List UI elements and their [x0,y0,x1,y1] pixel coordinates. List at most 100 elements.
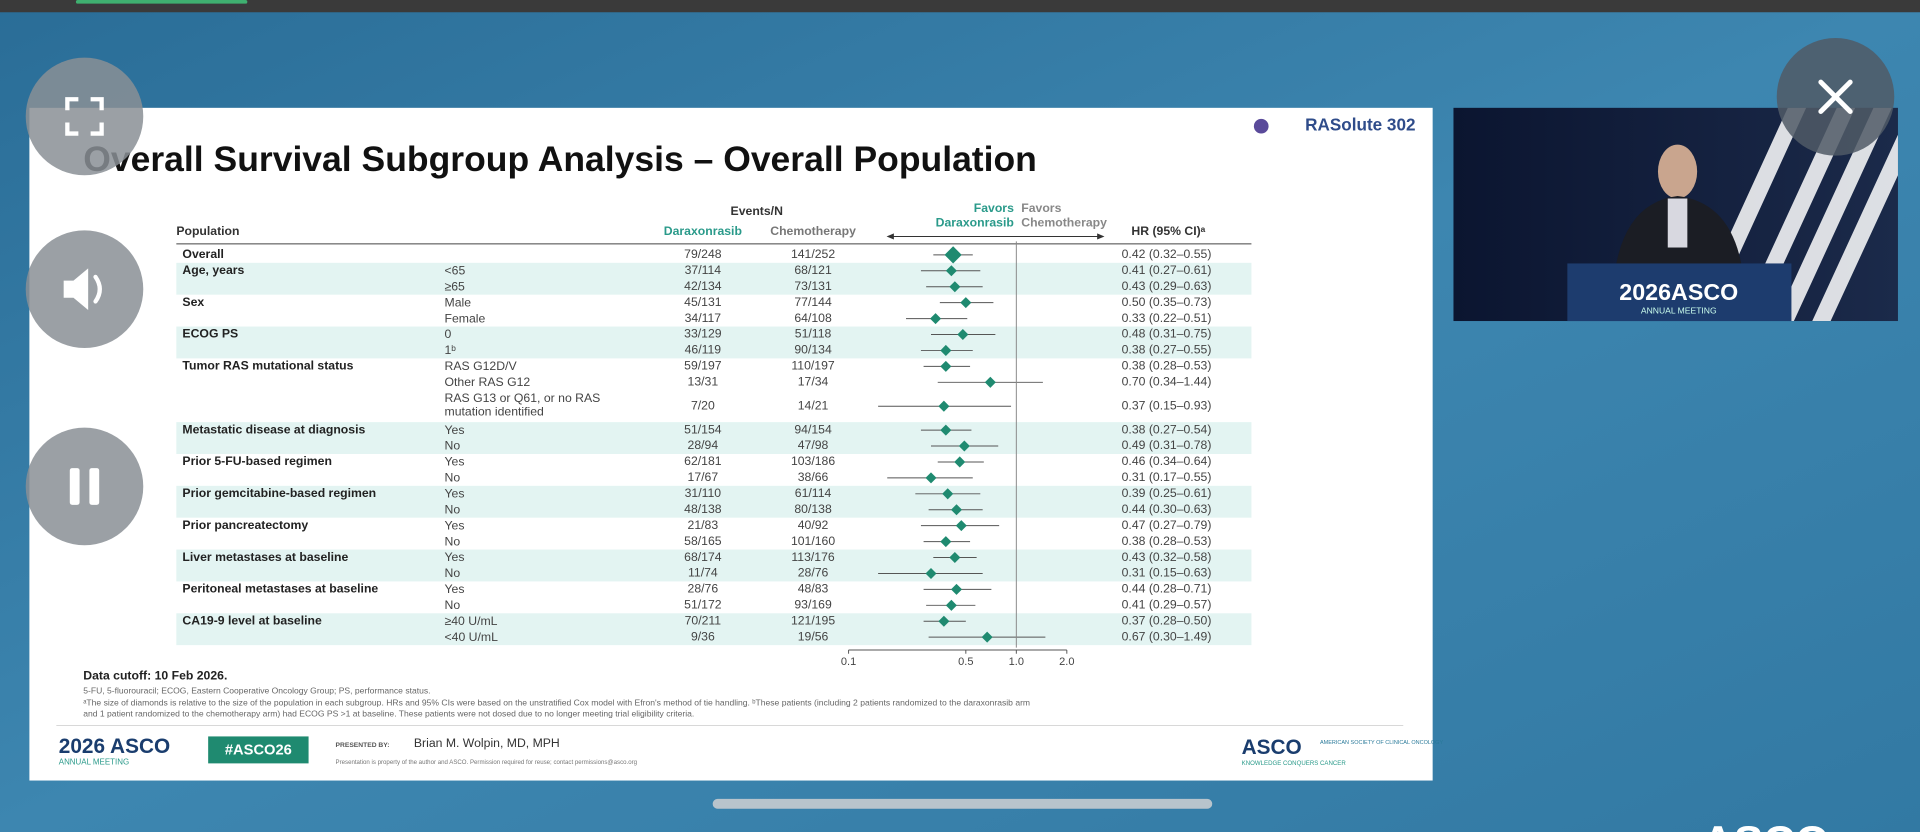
events-daraxonrasib: 79/248 [684,247,722,261]
hr-label: 0.46 (0.34–0.64) [1122,454,1212,468]
hr-label: 0.31 (0.17–0.55) [1122,470,1212,484]
subgroup-label: Yes [444,423,465,437]
events-chemotherapy: 80/138 [794,502,832,516]
events-chemotherapy: 94/154 [794,422,832,436]
pause-button[interactable] [25,427,144,546]
presenter: Brian M. Wolpin, MD, MPH [414,736,560,750]
events-daraxonrasib: 33/129 [684,327,722,341]
events-chemotherapy: 51/118 [795,327,832,341]
events-chemotherapy: 141/252 [791,247,835,261]
hr-label: 0.42 (0.32–0.55) [1122,247,1212,261]
speaker-icon [63,268,89,311]
hashtag: #ASCO26 [225,742,292,758]
footer-logo-sub: ANNUAL MEETING [59,757,129,766]
subgroup-cell: Yes [444,583,464,596]
x-tick-label: 0.5 [958,656,973,668]
events-daraxonrasib: 17/67 [688,470,719,484]
group-band [176,549,1252,582]
hr-label: 0.70 (0.34–1.44) [1122,375,1212,389]
events-daraxonrasib: 48/138 [684,502,722,516]
subgroup-label: No [444,598,461,613]
events-chemotherapy: 110/197 [791,359,834,373]
slide-title: Overall Survival Subgroup Analysis – Ove… [83,139,1037,179]
group-label: Prior 5-FU-based regimen [182,454,332,468]
speaker-head [1657,144,1698,199]
events-daraxonrasib: 28/76 [688,582,719,596]
hr-label: 0.41 (0.29–0.57) [1122,598,1212,612]
group-label: Overall [182,247,223,261]
close-icon [1818,79,1853,114]
society-logo: ASCO [1242,736,1302,759]
hashtag-box [208,736,309,764]
hr-diamond [957,329,969,341]
hr-diamond [944,246,962,264]
subgroup-label: No [444,566,461,581]
events-daraxonrasib: 59/197 [684,359,722,373]
events-daraxonrasib: 46/119 [685,343,722,357]
fullscreen-button[interactable] [25,57,144,176]
events-chemotherapy: 47/98 [798,438,829,452]
subgroup-cell: No [444,439,460,452]
events-chemotherapy: 93/169 [794,598,832,612]
events-daraxonrasib: 45/131 [684,295,722,309]
subgroup-cell: Other RAS G12 [444,375,531,390]
pause-bar [69,468,80,505]
hr-label: 0.38 (0.28–0.53) [1122,534,1212,548]
hr-diamond [984,376,996,388]
events-daraxonrasib: 68/174 [684,550,722,564]
subgroup-label: Yes [444,487,465,501]
close-button[interactable] [1776,37,1895,156]
events-chemotherapy: 101/160 [791,534,835,548]
group-band [176,422,1252,454]
subgroup-cell: Yes [444,519,464,532]
events-daraxonrasib: 7/20 [691,398,715,412]
society-name: AMERICAN SOCIETY OF CLINICAL ONCOLOGY [1320,740,1443,746]
hr-diamond [958,440,970,452]
button-bg[interactable] [25,427,144,546]
group-band [176,613,1252,646]
group-label: Liver metastases at baseline [182,550,348,564]
button-bg[interactable] [25,57,144,176]
subgroup-label: Other RAS G12 [444,375,531,390]
hr-diamond [940,536,952,548]
subgroup-label: <40 U/mL [444,630,498,644]
favors-right: Favors Chemotherapy [1021,202,1107,231]
group-label: Sex [182,295,204,309]
group-label: Tumor RAS mutational status [182,359,353,373]
hr-label: 0.44 (0.28–0.71) [1122,582,1212,596]
group-label: Prior pancreatectomy [182,518,308,532]
favors-left: Favors Daraxonrasib [936,202,1014,230]
video-logo-sub: ANNUAL MEETING [1641,305,1717,315]
favors-right-text: Favors Chemotherapy [1021,202,1107,231]
subgroup-cell: Yes [444,455,464,468]
events-chemotherapy: 14/21 [798,398,829,412]
events-daraxonrasib: 21/83 [688,518,719,532]
hr-diamond [945,265,957,277]
subgroup-label: 1ᵇ [444,343,456,358]
hr-diamond [940,344,952,356]
events-daraxonrasib: 9/36 [691,629,715,643]
hr-label: 0.50 (0.35–0.73) [1122,295,1212,309]
group-label: Metastatic disease at diagnosis [182,422,365,436]
events-chemotherapy: 48/83 [798,582,829,596]
subgroup-cell: <65 [444,264,465,277]
hr-label: 0.37 (0.28–0.50) [1122,613,1212,627]
subgroup-cell: No [444,566,461,581]
forest-table: Population Events/N Daraxonrasib Chemoth… [176,202,1252,668]
subgroup-cell: No [444,598,461,613]
subgroup-label: No [444,502,461,517]
mute-button[interactable] [25,230,144,348]
events-chemotherapy: 113/176 [791,550,834,564]
events-chemotherapy: 64/108 [794,311,832,325]
hr-label: 0.33 (0.22–0.51) [1122,311,1212,325]
scrubber[interactable] [712,798,1213,809]
hr-diamond [942,488,954,500]
events-daraxonrasib: 51/172 [684,598,722,612]
subgroup-label: No [444,534,461,549]
hr-label: 0.41 (0.27–0.61) [1122,263,1212,277]
group-label: Peritoneal metastases at baseline [182,582,378,596]
subgroup-cell: RAS G13 or Q61, or no RAS mutation ident… [444,391,600,418]
subgroup-cell: 1ᵇ [444,343,456,358]
events-daraxonrasib: 62/181 [684,454,722,468]
